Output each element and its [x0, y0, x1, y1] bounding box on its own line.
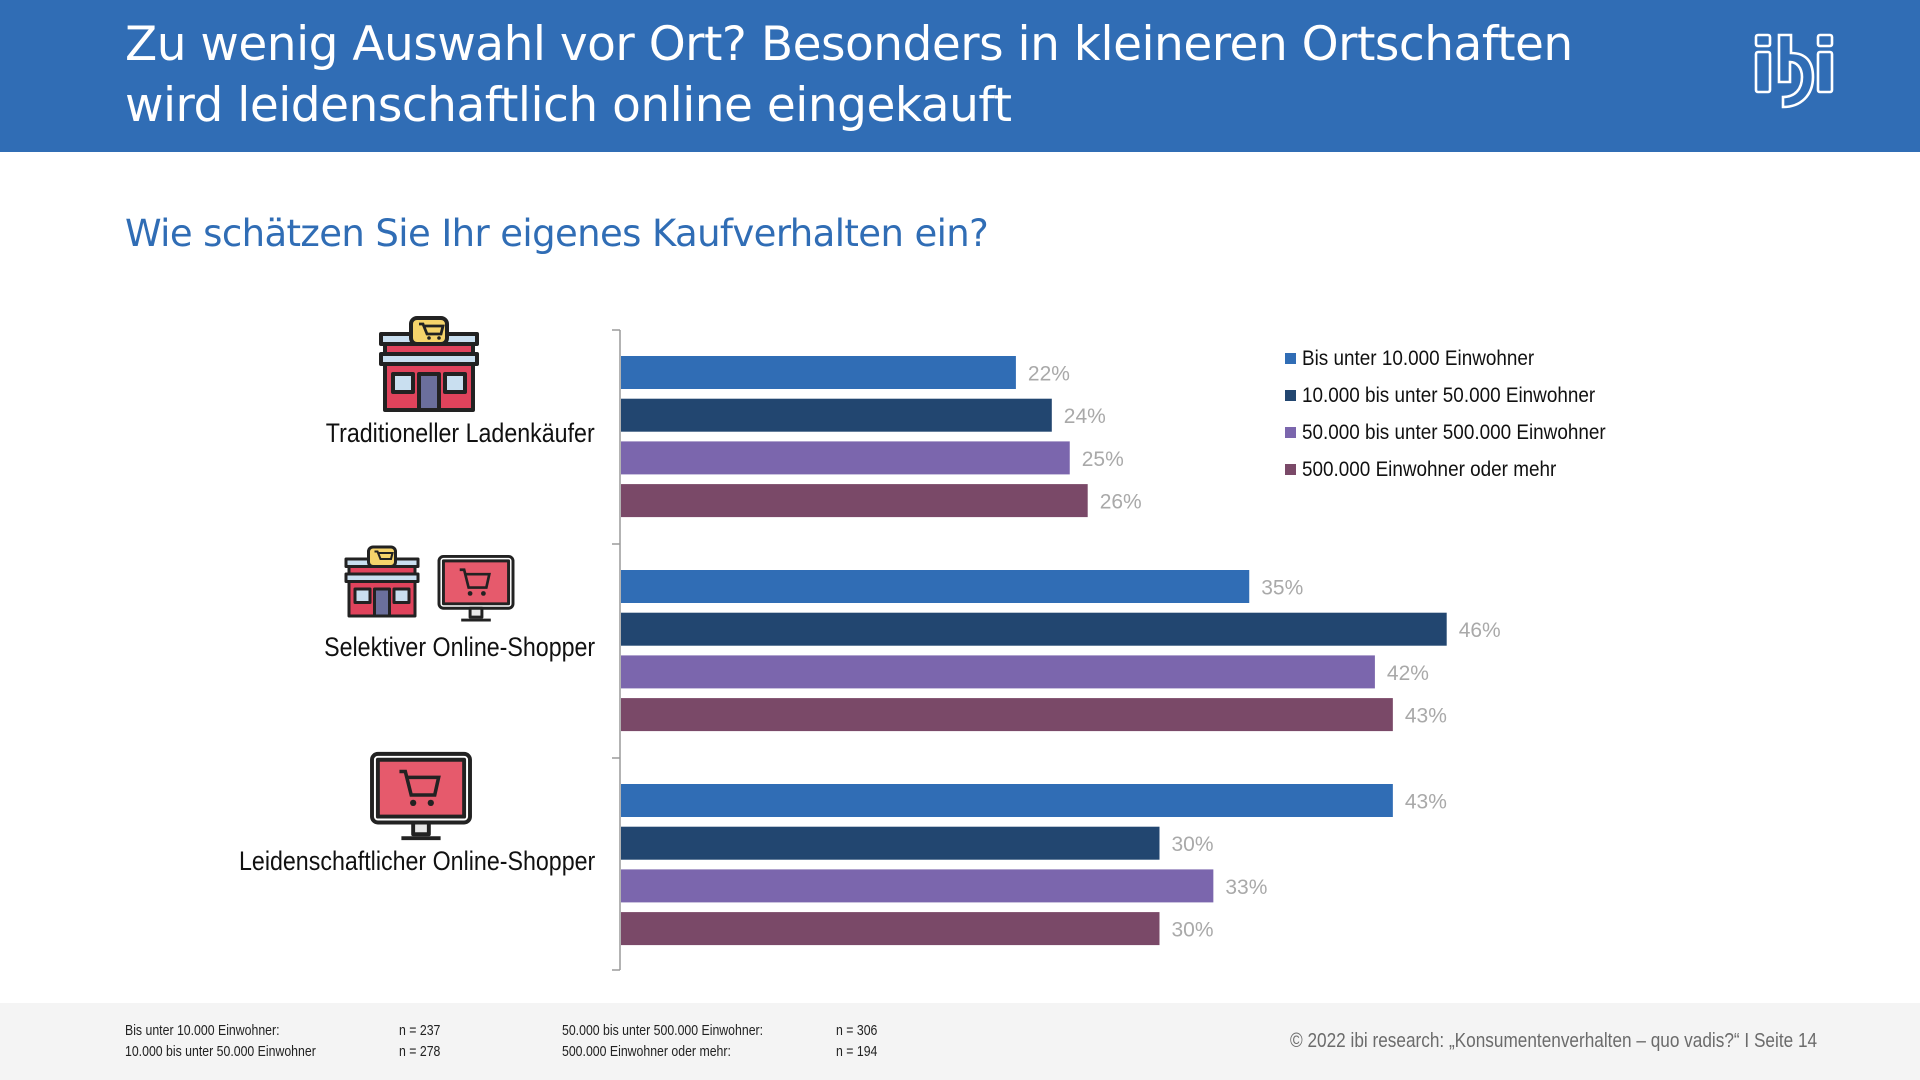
legend-swatch: [1285, 390, 1296, 401]
data-label: 24%: [1064, 405, 1106, 428]
category-label-passionate: Leidenschaftlicher Online-Shopper: [238, 846, 595, 876]
bar: [621, 784, 1393, 817]
legend-item: 10.000 bis unter 50.000 Einwohner: [1285, 377, 1639, 414]
bar: [621, 356, 1016, 389]
legend-item: Bis unter 10.000 Einwohner: [1285, 340, 1639, 377]
page-title: Zu wenig Auswahl vor Ort? Besonders in k…: [125, 14, 1625, 136]
data-label: 46%: [1459, 619, 1501, 642]
legend-swatch: [1285, 427, 1296, 438]
sample-size: n = 306: [836, 1022, 878, 1039]
data-label: 35%: [1261, 577, 1303, 600]
bar: [621, 826, 1160, 860]
data-label: 33%: [1225, 876, 1267, 899]
monitor-cart-icon: [370, 751, 472, 841]
bar: [621, 698, 1393, 732]
category-label-traditional: Traditioneller Ladenkäufer: [326, 418, 595, 448]
chart-canvas: 22% 24% 25% 26% 35% 46% 42% 43% 43% 30% 33% 30%: [612, 329, 1501, 971]
data-label: 30%: [1172, 833, 1214, 856]
data-label: 43%: [1405, 791, 1447, 814]
bar: [621, 869, 1214, 903]
bar: [621, 570, 1250, 603]
sample-size: n = 194: [836, 1043, 878, 1060]
legend-swatch: [1285, 353, 1296, 364]
bar: [621, 612, 1447, 646]
ibi-logo: [1754, 33, 1834, 109]
bar: [621, 441, 1070, 475]
bar: [621, 398, 1052, 432]
legend-label: Bis unter 10.000 Einwohner: [1302, 346, 1535, 370]
data-label: 30%: [1172, 919, 1214, 942]
sample-label: Bis unter 10.000 Einwohner:: [125, 1022, 280, 1039]
sample-label: 500.000 Einwohner oder mehr:: [562, 1043, 731, 1060]
legend-item: 50.000 bis unter 500.000 Einwohner: [1285, 414, 1639, 451]
store-icon: [344, 545, 420, 618]
bar: [621, 912, 1160, 946]
sample-label: 50.000 bis unter 500.000 Einwohner:: [562, 1022, 764, 1039]
data-label: 42%: [1387, 662, 1429, 685]
store-icon: [379, 316, 479, 412]
sample-label: 10.000 bis unter 50.000 Einwohner: [125, 1043, 316, 1060]
copyright-page-number: © 2022 ibi research: „Konsumentenverhalt…: [1290, 1030, 1818, 1052]
legend-label: 10.000 bis unter 50.000 Einwohner: [1302, 383, 1596, 407]
page-title-line-1: Zu wenig Auswahl vor Ort? Besonders in k…: [125, 17, 1573, 72]
bar-chart: 22% 24% 25% 26% 35% 46% 42% 43% 43% 30% 33% 30% Tra…: [238, 316, 1639, 971]
data-label: 25%: [1082, 448, 1124, 471]
footer-bar: [0, 1003, 1920, 1080]
bar: [621, 655, 1375, 689]
data-label: 22%: [1028, 363, 1070, 386]
header-bar: Zu wenig Auswahl vor Ort? Besonders in k…: [0, 0, 1920, 152]
legend-swatch: [1285, 464, 1296, 475]
monitor-cart-icon: [437, 554, 515, 622]
data-label: 43%: [1405, 705, 1447, 728]
category-label-selective: Selektiver Online-Shopper: [323, 632, 595, 662]
legend-label: 500.000 Einwohner oder mehr: [1302, 457, 1557, 481]
sample-size: n = 237: [399, 1022, 441, 1039]
legend-label: 50.000 bis unter 500.000 Einwohner: [1302, 420, 1606, 444]
sample-size: n = 278: [399, 1043, 441, 1060]
data-label: 26%: [1100, 491, 1142, 514]
chart-question: Wie schätzen Sie Ihr eigenes Kaufverhalt…: [125, 212, 989, 255]
chart-legend: Bis unter 10.000 Einwohner 10.000 bis un…: [1285, 340, 1639, 488]
page-title-line-2: wird leidenschaftlich online eingekauft: [125, 78, 1012, 133]
legend-item: 500.000 Einwohner oder mehr: [1285, 451, 1639, 488]
bar: [621, 484, 1088, 518]
